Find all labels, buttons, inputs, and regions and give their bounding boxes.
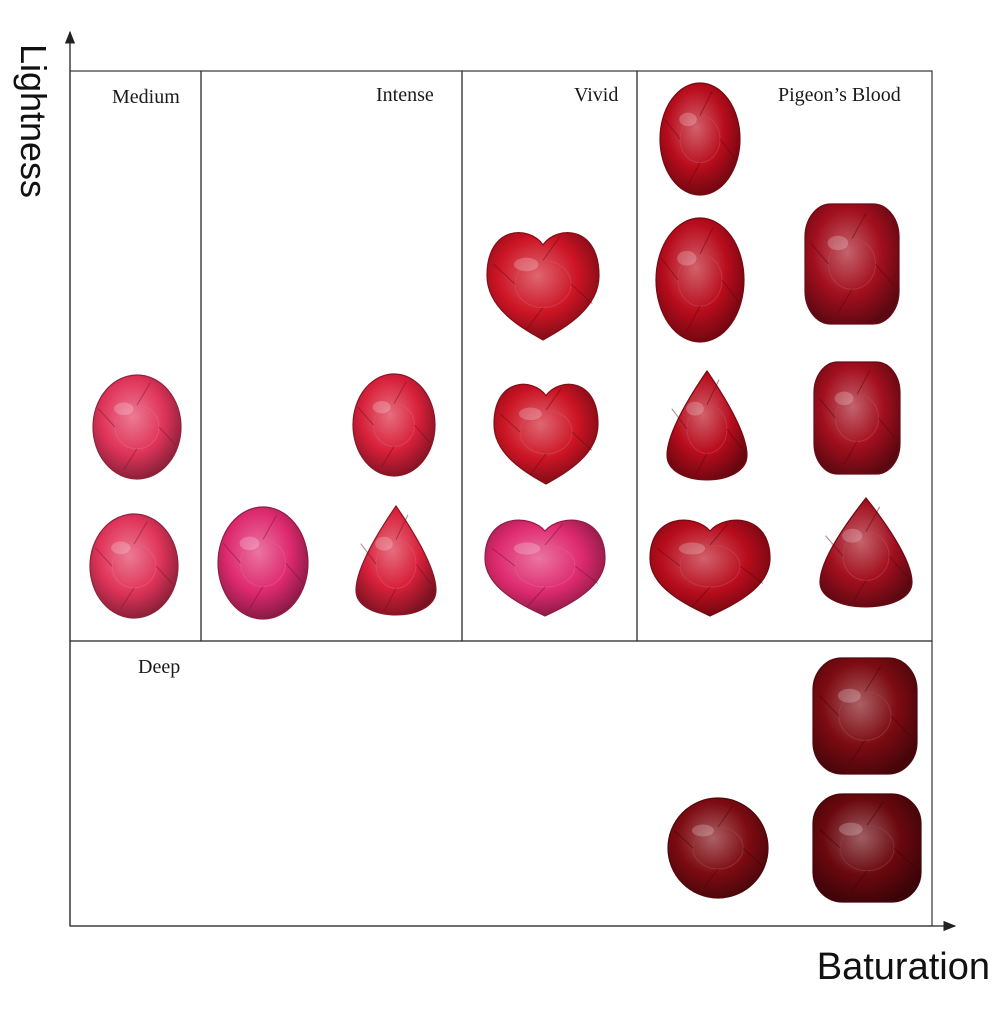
gem-cushion-deep [812,657,918,775]
gem-layer [89,82,922,903]
gem-oval-intense [217,506,309,620]
zone-label-deep: Deep [138,656,181,678]
y-axis-title: Lightness [13,43,54,199]
zone-label-intense: Intense [376,84,434,106]
gem-heart-vivid [486,232,600,341]
gem-oval-medium [89,513,179,619]
gem-pear-pigeons-blood [666,369,748,481]
gem-pear-pigeons-blood [819,497,913,608]
zone-box-deep [69,640,933,927]
zone-label-pigeons-blood: Pigeon’s Blood [778,84,901,106]
gem-heart-pigeons-blood [649,519,771,617]
zone-label-medium: Medium [112,86,180,108]
gem-cushion-deep [812,793,922,903]
gem-oval-medium [92,374,182,480]
gem-heart-vivid [493,383,599,485]
gem-pear-intense [355,504,437,616]
gem-oval-intense [352,373,436,477]
x-axis-title: Baturation [816,946,990,988]
gem-cushion-pigeons-blood [804,203,900,325]
gem-oval-pigeons-blood [659,82,741,196]
gem-round-deep [667,797,769,899]
gem-cushion-pigeons-blood [813,361,901,475]
gem-heart-vivid [484,519,606,617]
gem-oval-pigeons-blood [655,217,745,343]
zone-label-vivid: Vivid [574,84,619,106]
